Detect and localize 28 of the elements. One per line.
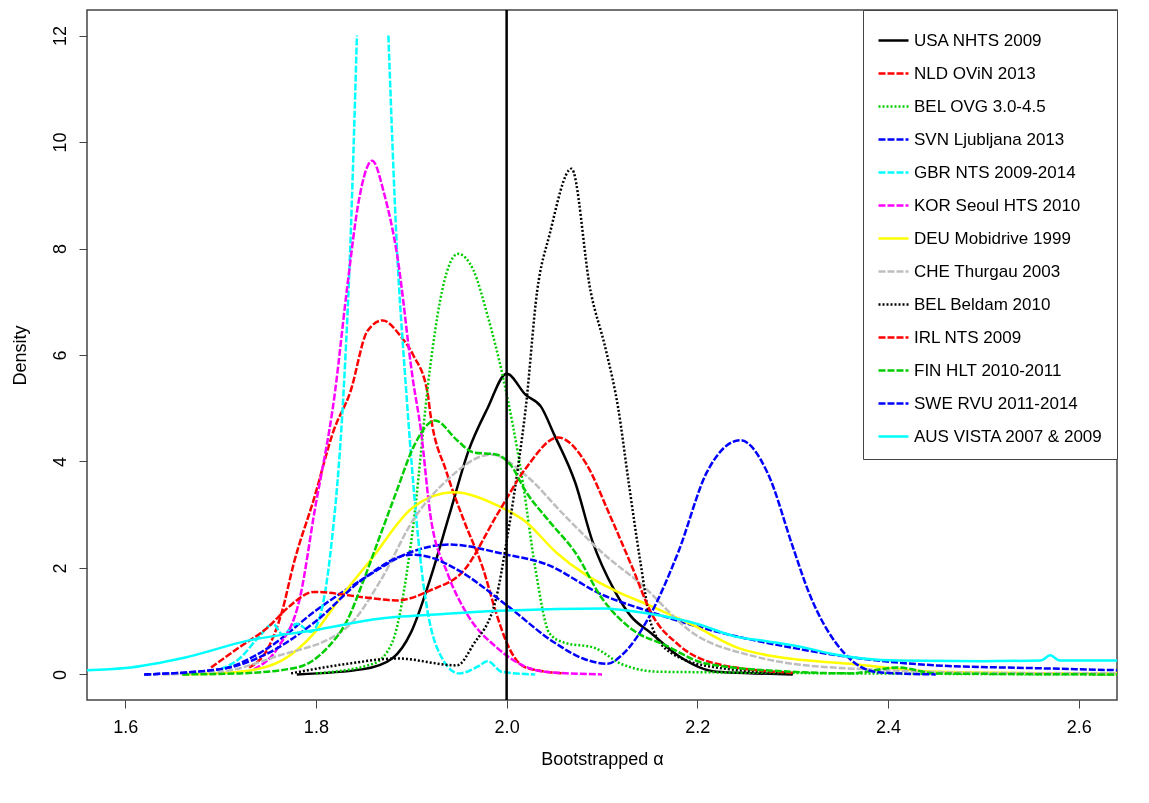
legend-label: USA NHTS 2009 bbox=[914, 30, 1042, 50]
legend-label: DEU Mobidrive 1999 bbox=[914, 228, 1071, 248]
x-tick-label: 1.6 bbox=[113, 716, 139, 737]
x-axis-title: Bootstrapped α bbox=[541, 748, 664, 769]
x-tick-label: 2.2 bbox=[685, 716, 711, 737]
y-tick-label: 6 bbox=[49, 350, 70, 361]
x-tick-label: 2.4 bbox=[876, 716, 902, 737]
y-tick-label: 4 bbox=[49, 456, 70, 467]
legend-label: NLD OViN 2013 bbox=[914, 63, 1036, 83]
legend-label: CHE Thurgau 2003 bbox=[914, 261, 1061, 281]
legend-label: BEL Beldam 2010 bbox=[914, 294, 1051, 314]
legend-label: KOR Seoul HTS 2010 bbox=[914, 195, 1081, 215]
legend-label: IRL NTS 2009 bbox=[914, 327, 1022, 347]
legend-label: BEL OVG 3.0-4.5 bbox=[914, 96, 1046, 116]
x-tick-label: 1.8 bbox=[303, 716, 329, 737]
y-tick-label: 8 bbox=[49, 244, 70, 255]
y-tick-label: 2 bbox=[49, 563, 70, 574]
y-tick-label: 10 bbox=[49, 132, 70, 153]
x-tick-label: 2.0 bbox=[494, 716, 520, 737]
y-tick-label: 0 bbox=[49, 669, 70, 680]
legend-label: SVN Ljubljana 2013 bbox=[914, 129, 1065, 149]
y-tick-label: 12 bbox=[49, 26, 70, 47]
legend-label: GBR NTS 2009-2014 bbox=[914, 162, 1076, 182]
legend-label: FIN HLT 2010-2011 bbox=[914, 360, 1062, 380]
x-tick-label: 2.6 bbox=[1066, 716, 1092, 737]
y-axis-title: Density bbox=[9, 325, 30, 386]
legend-label: AUS VISTA 2007 & 2009 bbox=[914, 426, 1102, 446]
legend-label: SWE RVU 2011-2014 bbox=[914, 393, 1078, 413]
